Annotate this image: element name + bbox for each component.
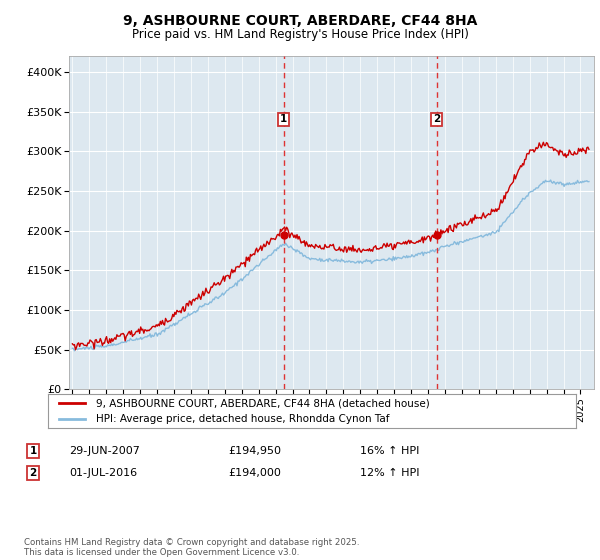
Text: 1: 1 bbox=[29, 446, 37, 456]
Text: 2: 2 bbox=[29, 468, 37, 478]
Text: Contains HM Land Registry data © Crown copyright and database right 2025.
This d: Contains HM Land Registry data © Crown c… bbox=[24, 538, 359, 557]
Text: 16% ↑ HPI: 16% ↑ HPI bbox=[360, 446, 419, 456]
Text: 29-JUN-2007: 29-JUN-2007 bbox=[69, 446, 140, 456]
Text: 2: 2 bbox=[433, 114, 440, 124]
Text: Price paid vs. HM Land Registry's House Price Index (HPI): Price paid vs. HM Land Registry's House … bbox=[131, 28, 469, 41]
Text: 1: 1 bbox=[280, 114, 287, 124]
Text: 01-JUL-2016: 01-JUL-2016 bbox=[69, 468, 137, 478]
Text: £194,950: £194,950 bbox=[228, 446, 281, 456]
Text: £194,000: £194,000 bbox=[228, 468, 281, 478]
Text: 9, ASHBOURNE COURT, ABERDARE, CF44 8HA: 9, ASHBOURNE COURT, ABERDARE, CF44 8HA bbox=[123, 14, 477, 28]
Text: 9, ASHBOURNE COURT, ABERDARE, CF44 8HA (detached house): 9, ASHBOURNE COURT, ABERDARE, CF44 8HA (… bbox=[95, 398, 429, 408]
Text: HPI: Average price, detached house, Rhondda Cynon Taf: HPI: Average price, detached house, Rhon… bbox=[95, 414, 389, 424]
Text: 12% ↑ HPI: 12% ↑ HPI bbox=[360, 468, 419, 478]
